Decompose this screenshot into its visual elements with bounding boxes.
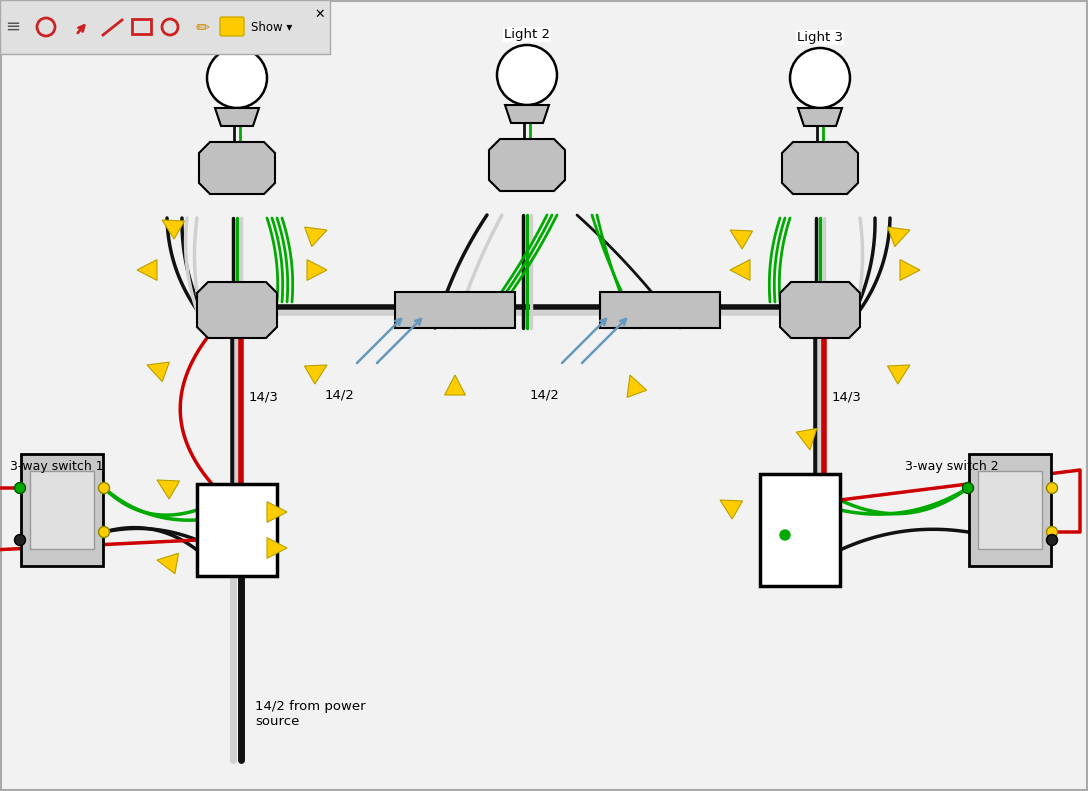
Text: 3-way switch 1: 3-way switch 1 bbox=[10, 460, 103, 472]
Polygon shape bbox=[900, 259, 920, 280]
Polygon shape bbox=[305, 365, 327, 384]
Polygon shape bbox=[730, 230, 753, 249]
Circle shape bbox=[780, 530, 790, 540]
Circle shape bbox=[1047, 535, 1058, 546]
Polygon shape bbox=[307, 259, 327, 280]
Polygon shape bbox=[780, 282, 860, 338]
Text: 14/3: 14/3 bbox=[832, 390, 862, 403]
Text: Light 1: Light 1 bbox=[214, 31, 260, 44]
Text: Light 2: Light 2 bbox=[504, 28, 551, 41]
Text: 14/2: 14/2 bbox=[530, 388, 560, 401]
Circle shape bbox=[790, 48, 850, 108]
Polygon shape bbox=[730, 259, 750, 280]
FancyBboxPatch shape bbox=[197, 484, 277, 576]
FancyBboxPatch shape bbox=[0, 0, 330, 54]
Text: 14/3: 14/3 bbox=[249, 390, 279, 403]
Polygon shape bbox=[162, 220, 185, 239]
Polygon shape bbox=[137, 259, 157, 280]
Circle shape bbox=[14, 483, 25, 494]
FancyBboxPatch shape bbox=[969, 454, 1051, 566]
Polygon shape bbox=[157, 553, 178, 573]
Polygon shape bbox=[267, 538, 287, 558]
Text: ≡: ≡ bbox=[5, 18, 21, 36]
Circle shape bbox=[207, 48, 267, 108]
Text: Light 3: Light 3 bbox=[798, 31, 843, 44]
Text: ✕: ✕ bbox=[314, 8, 325, 21]
FancyBboxPatch shape bbox=[220, 17, 244, 36]
FancyBboxPatch shape bbox=[761, 474, 840, 586]
FancyBboxPatch shape bbox=[30, 471, 94, 549]
Circle shape bbox=[963, 483, 974, 494]
Polygon shape bbox=[627, 375, 646, 397]
Polygon shape bbox=[147, 362, 170, 381]
Polygon shape bbox=[798, 108, 842, 126]
Circle shape bbox=[1047, 483, 1058, 494]
Circle shape bbox=[1047, 527, 1058, 538]
Polygon shape bbox=[782, 142, 858, 194]
FancyBboxPatch shape bbox=[395, 292, 515, 328]
Text: 14/2 from power
source: 14/2 from power source bbox=[255, 700, 366, 728]
Polygon shape bbox=[445, 375, 466, 395]
Polygon shape bbox=[796, 429, 817, 450]
Circle shape bbox=[497, 45, 557, 105]
Circle shape bbox=[99, 527, 110, 538]
FancyBboxPatch shape bbox=[21, 454, 103, 566]
Polygon shape bbox=[197, 282, 277, 338]
Circle shape bbox=[99, 483, 110, 494]
Polygon shape bbox=[267, 501, 287, 522]
Polygon shape bbox=[505, 105, 549, 123]
Polygon shape bbox=[888, 227, 910, 247]
Circle shape bbox=[14, 535, 25, 546]
Polygon shape bbox=[888, 365, 910, 384]
FancyBboxPatch shape bbox=[599, 292, 720, 328]
Polygon shape bbox=[199, 142, 275, 194]
Text: 3-way switch 2: 3-way switch 2 bbox=[905, 460, 999, 472]
Polygon shape bbox=[215, 108, 259, 126]
Polygon shape bbox=[305, 227, 327, 247]
Text: ✏: ✏ bbox=[195, 18, 209, 36]
FancyBboxPatch shape bbox=[978, 471, 1042, 549]
Polygon shape bbox=[489, 139, 565, 191]
Text: Show ▾: Show ▾ bbox=[251, 21, 293, 33]
Text: 14/2: 14/2 bbox=[325, 388, 355, 401]
Polygon shape bbox=[157, 480, 180, 499]
Polygon shape bbox=[720, 500, 742, 519]
